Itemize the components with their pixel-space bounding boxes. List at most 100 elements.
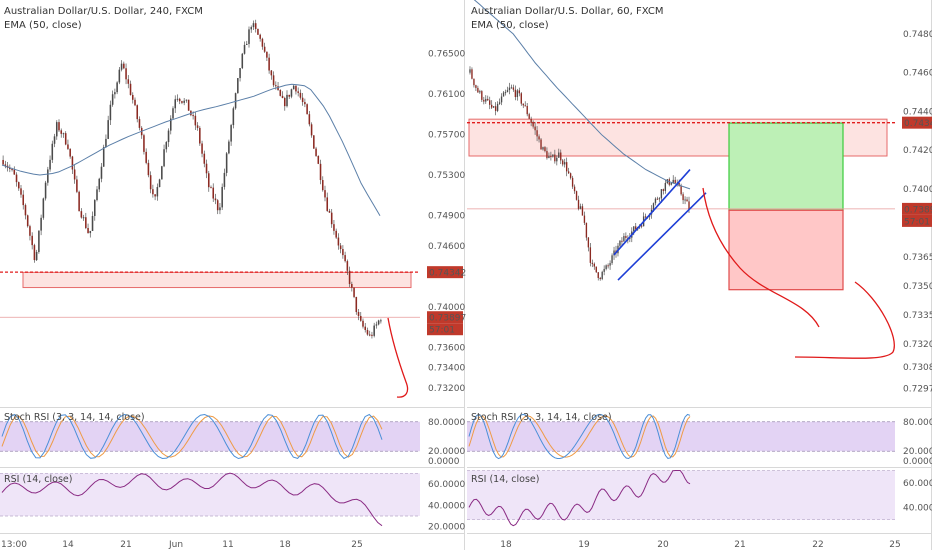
candle[interactable] xyxy=(364,326,367,330)
candle[interactable] xyxy=(11,169,13,171)
candle[interactable] xyxy=(310,124,313,136)
candle[interactable] xyxy=(560,152,562,161)
candle[interactable] xyxy=(321,180,324,191)
candle[interactable] xyxy=(58,122,60,131)
candle[interactable] xyxy=(102,147,105,167)
candle[interactable] xyxy=(481,91,483,100)
candle[interactable] xyxy=(71,156,74,170)
candle[interactable] xyxy=(609,263,611,266)
candle[interactable] xyxy=(219,207,221,211)
candle[interactable] xyxy=(31,235,33,246)
candle[interactable] xyxy=(542,147,544,150)
candle[interactable] xyxy=(93,200,96,217)
candle[interactable] xyxy=(49,159,51,170)
candle[interactable] xyxy=(554,154,556,162)
candle[interactable] xyxy=(85,217,87,229)
candle[interactable] xyxy=(127,79,130,84)
candle[interactable] xyxy=(4,164,7,166)
candle[interactable] xyxy=(339,245,342,250)
rsi-line[interactable] xyxy=(468,470,691,527)
candle[interactable] xyxy=(633,226,635,232)
candle[interactable] xyxy=(534,126,536,131)
candle[interactable] xyxy=(558,152,560,158)
candle[interactable] xyxy=(498,102,501,104)
candle[interactable] xyxy=(540,139,542,150)
candle[interactable] xyxy=(658,198,661,200)
candle[interactable] xyxy=(277,86,279,90)
candle[interactable] xyxy=(29,226,31,236)
candle[interactable] xyxy=(295,85,297,92)
candle[interactable] xyxy=(35,251,38,261)
candle[interactable] xyxy=(187,99,190,111)
candle[interactable] xyxy=(212,187,215,199)
candle[interactable] xyxy=(670,183,672,185)
candle[interactable] xyxy=(353,287,355,297)
stoch-d-line[interactable] xyxy=(1,415,383,458)
candle[interactable] xyxy=(380,320,382,322)
stop-loss-box[interactable] xyxy=(728,209,844,291)
candle[interactable] xyxy=(243,44,246,54)
candle[interactable] xyxy=(544,147,546,152)
candle[interactable] xyxy=(351,283,353,288)
candle[interactable] xyxy=(469,69,471,73)
candle[interactable] xyxy=(261,38,264,47)
candle[interactable] xyxy=(526,105,528,115)
candle[interactable] xyxy=(473,78,475,86)
ema-line[interactable] xyxy=(1,83,381,216)
candle[interactable] xyxy=(538,136,540,140)
candle[interactable] xyxy=(328,210,331,213)
candle[interactable] xyxy=(603,268,605,272)
candle[interactable] xyxy=(290,89,293,97)
candle[interactable] xyxy=(283,98,286,107)
candle[interactable] xyxy=(230,125,232,142)
candle[interactable] xyxy=(129,83,132,95)
candle[interactable] xyxy=(585,222,588,238)
candle[interactable] xyxy=(51,143,54,160)
candle[interactable] xyxy=(591,262,594,264)
candle[interactable] xyxy=(2,159,4,165)
candle[interactable] xyxy=(78,191,80,212)
candle[interactable] xyxy=(550,156,552,158)
candle[interactable] xyxy=(573,186,576,192)
candle[interactable] xyxy=(640,225,643,227)
candle[interactable] xyxy=(69,148,71,157)
candle[interactable] xyxy=(613,250,615,256)
candle[interactable] xyxy=(118,69,121,83)
candle[interactable] xyxy=(471,69,473,79)
candle[interactable] xyxy=(375,324,378,326)
candle[interactable] xyxy=(536,130,538,137)
candle[interactable] xyxy=(330,212,333,225)
candle[interactable] xyxy=(510,87,513,89)
candle[interactable] xyxy=(532,123,534,127)
candle[interactable] xyxy=(502,92,505,97)
candle[interactable] xyxy=(565,162,568,172)
candle[interactable] xyxy=(569,173,572,178)
candle[interactable] xyxy=(512,87,515,90)
candle[interactable] xyxy=(55,122,58,137)
candle[interactable] xyxy=(210,187,212,189)
candle[interactable] xyxy=(40,217,42,231)
candle[interactable] xyxy=(297,91,299,93)
candle[interactable] xyxy=(607,265,609,267)
candle[interactable] xyxy=(252,23,255,28)
candle[interactable] xyxy=(571,177,574,187)
candle[interactable] xyxy=(125,68,127,80)
candle[interactable] xyxy=(656,198,659,200)
candle[interactable] xyxy=(214,198,217,201)
candle[interactable] xyxy=(105,138,107,148)
candle[interactable] xyxy=(114,92,116,95)
channel-lower-line[interactable] xyxy=(617,192,707,281)
candle[interactable] xyxy=(100,166,103,179)
candle[interactable] xyxy=(500,96,503,103)
chart-pane-2[interactable] xyxy=(467,0,932,550)
candle[interactable] xyxy=(288,94,291,97)
candle[interactable] xyxy=(248,29,250,44)
candle[interactable] xyxy=(306,104,308,115)
candle[interactable] xyxy=(317,155,320,164)
ema-line[interactable] xyxy=(469,0,691,190)
candle[interactable] xyxy=(496,103,499,111)
projection-drawing[interactable] xyxy=(702,187,820,328)
candle[interactable] xyxy=(47,169,49,183)
candle[interactable] xyxy=(664,182,667,191)
candle[interactable] xyxy=(178,98,181,102)
